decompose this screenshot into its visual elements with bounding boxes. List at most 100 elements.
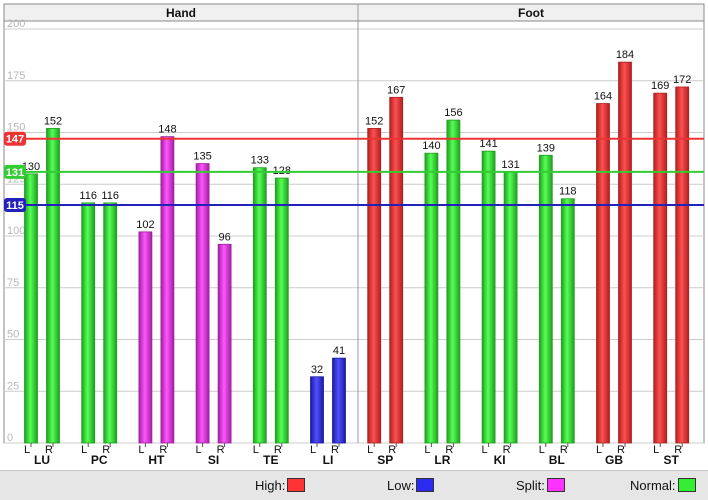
side-label: R [388,444,396,456]
side-label: L [196,444,202,456]
side-label: R [217,444,225,456]
group-label: HT [148,453,165,467]
panel-header-bar [3,3,705,22]
bar [332,357,346,444]
bar [138,231,153,444]
bar-value-label: 139 [537,142,555,154]
bar-value-label: 32 [311,364,323,376]
bar-value-label: 116 [101,190,119,202]
bar [46,127,60,444]
side-label: L [138,444,144,456]
side-label: R [45,444,53,456]
legend-label: Low: [387,477,415,493]
bar [24,173,38,444]
legend-item-high: High: [255,477,306,493]
reference-tag [4,131,26,146]
side-label: L [424,444,430,456]
panel-title: Hand [166,6,196,20]
side-label: L [482,444,488,456]
y-tick-label: 150 [7,122,25,134]
side-label: R [331,444,339,456]
bar [252,167,267,444]
panel-title: Foot [518,6,544,20]
side-label: L [367,444,373,456]
group-label: LI [323,453,334,467]
bar [538,154,553,444]
bar [217,243,232,444]
side-label: L [596,444,602,456]
y-tick-label: 175 [7,70,25,82]
legend-swatch [677,478,696,492]
group-label: GB [605,453,623,467]
group-label: KI [494,453,506,467]
bar-value-label: 148 [158,124,176,136]
bar-value-label: 152 [44,115,62,127]
side-label: L [539,444,545,456]
legend-label: Normal: [630,477,676,493]
bar-value-label: 118 [559,186,577,198]
y-tick-label: 75 [7,277,19,289]
bar-value-label: 164 [594,91,612,103]
group-label: ST [664,453,680,467]
side-label: R [617,444,625,456]
bar-value-label: 135 [193,151,211,163]
bar [310,376,324,444]
bar-value-label: 133 [251,155,269,167]
group-label: TE [263,453,278,467]
bar [389,96,404,444]
bar [481,150,496,444]
bar-value-label: 131 [501,159,519,171]
legend-label: High: [255,477,286,493]
bar-value-label: 141 [479,138,497,150]
plot-frame [3,3,705,444]
bar [618,61,632,444]
reference-tag [4,164,26,179]
side-label: L [310,444,316,456]
bar [367,127,382,444]
y-tick-label: 0 [7,432,13,444]
reference-line-label: 147 [6,134,24,146]
legend-swatch [546,478,565,492]
y-tick-label: 25 [7,380,19,392]
legend-swatch [416,478,435,492]
legend: High: Low: Split: Normal: [0,470,708,500]
side-label: L [24,444,30,456]
bar [503,171,518,444]
group-label: SI [208,453,219,467]
side-label: R [560,444,568,456]
legend-swatch [287,478,306,492]
bar [160,136,175,444]
bar-value-label: 184 [616,49,634,61]
bar [446,119,461,444]
legend-label: Split: [516,477,545,493]
side-label: L [653,444,659,456]
bar-value-label: 167 [387,84,405,96]
side-label: R [674,444,682,456]
bar-value-label: 41 [333,345,345,357]
legend-item-split: Split: [516,477,565,493]
bar-value-label: 169 [651,80,669,92]
bar-value-label: 102 [136,219,154,231]
bar-value-label: 116 [79,190,97,202]
legend-item-normal: Normal: [630,477,696,493]
bar-value-label: 96 [218,231,230,243]
group-label: SP [377,453,393,467]
bar-value-label: 172 [673,74,691,86]
side-label: L [253,444,259,456]
side-label: R [274,444,282,456]
side-label: R [159,444,167,456]
group-label: LU [34,453,50,467]
reference-line-label: 131 [6,167,24,179]
group-label: BL [549,453,565,467]
group-label: PC [91,453,108,467]
y-tick-label: 100 [7,225,25,237]
bar [596,103,610,444]
bar [424,152,439,444]
reference-tag [4,197,26,212]
side-label: R [102,444,110,456]
bar-value-label: 156 [444,107,462,119]
bar-value-label: 130 [22,161,40,173]
legend-item-low: Low: [387,477,435,493]
